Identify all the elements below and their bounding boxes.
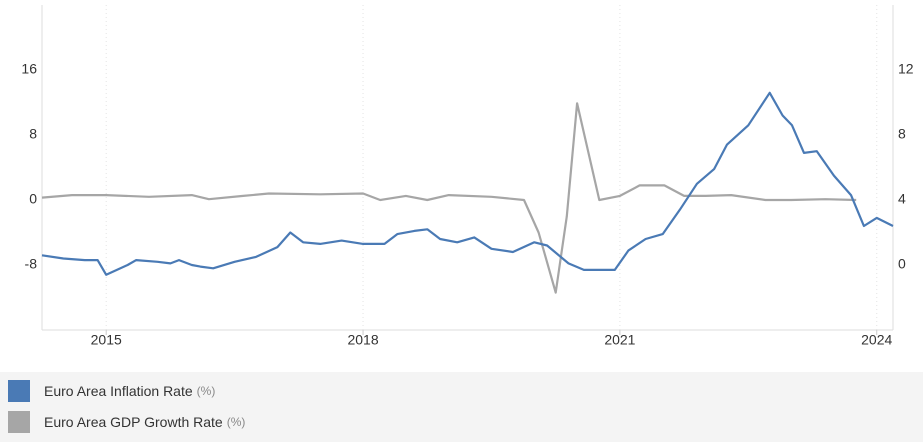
series-line <box>41 91 894 276</box>
legend-item[interactable]: Euro Area Inflation Rate (%) <box>8 380 215 402</box>
series-line <box>41 102 857 294</box>
x-tick-label: 2021 <box>604 332 635 348</box>
legend-item[interactable]: Euro Area GDP Growth Rate (%) <box>8 411 245 433</box>
legend-swatch <box>8 411 30 433</box>
y-tick-label: 16 <box>21 61 37 77</box>
x-tick-label: 2024 <box>861 332 892 348</box>
legend-label: Euro Area GDP Growth Rate <box>44 414 223 430</box>
chart: 2015 2018 2021 2024 -8 0 8 16 0 4 8 12 <box>21 5 914 348</box>
legend-unit: (%) <box>196 384 216 398</box>
y-tick-label: -8 <box>25 256 38 272</box>
y-tick-label: 0 <box>29 191 37 207</box>
legend-label: Euro Area Inflation Rate <box>44 383 193 399</box>
legend-swatch <box>8 380 30 402</box>
y2-tick-label: 8 <box>898 126 906 142</box>
x-tick-label: 2018 <box>347 332 378 348</box>
legend-unit: (%) <box>226 415 246 429</box>
y2-tick-label: 4 <box>898 191 906 207</box>
y2-tick-label: 12 <box>898 61 914 77</box>
legend: Euro Area Inflation Rate (%) Euro Area GD… <box>0 372 923 442</box>
x-tick-label: 2015 <box>91 332 122 348</box>
y-tick-label: 8 <box>29 126 37 142</box>
y2-tick-label: 0 <box>898 256 906 272</box>
